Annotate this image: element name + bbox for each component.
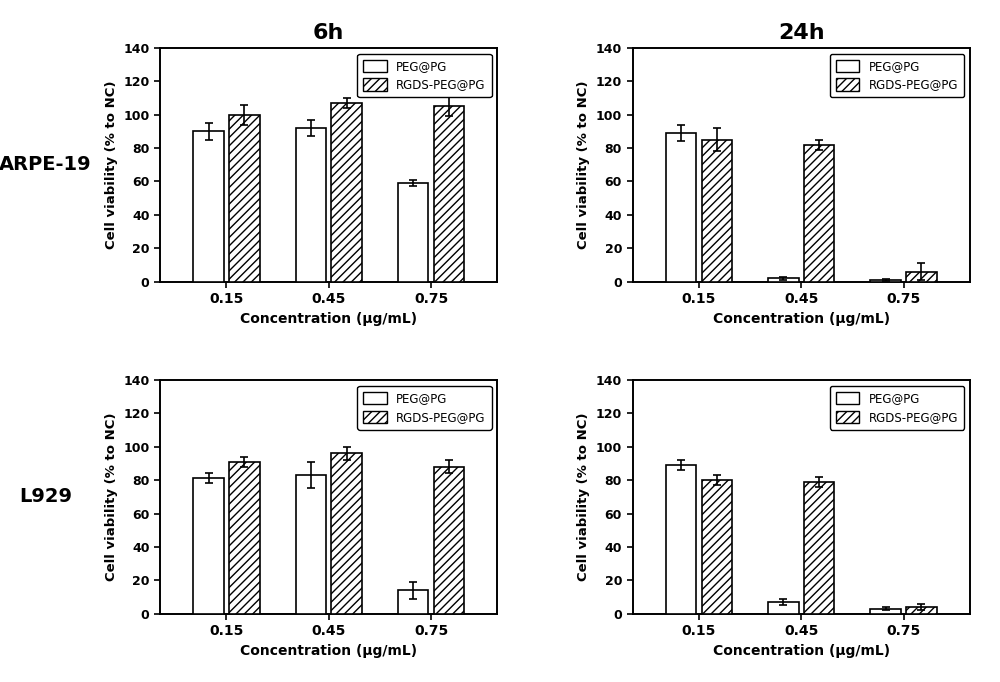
X-axis label: Concentration (μg/mL): Concentration (μg/mL) [240,312,417,325]
Bar [666,133,696,282]
Bar [870,609,901,614]
Legend: PEG@PG, RGDS-PEG@PG: PEG@PG, RGDS-PEG@PG [830,386,964,430]
Legend: PEG@PG, RGDS-PEG@PG: PEG@PG, RGDS-PEG@PG [357,386,492,430]
Bar [906,271,937,282]
Bar [331,103,362,282]
Bar [702,480,732,614]
Text: L929: L929 [19,488,72,506]
Bar [666,465,696,614]
Y-axis label: Cell viability (% to NC): Cell viability (% to NC) [577,413,590,581]
Legend: PEG@PG, RGDS-PEG@PG: PEG@PG, RGDS-PEG@PG [357,54,492,98]
Bar [193,131,224,282]
Bar [398,183,428,282]
Bar [193,479,224,614]
Title: 24h: 24h [778,23,825,44]
Bar [906,607,937,614]
X-axis label: Concentration (μg/mL): Concentration (μg/mL) [713,644,890,657]
Title: 6h: 6h [313,23,344,44]
Text: ARPE-19: ARPE-19 [0,155,92,174]
Bar [296,128,326,282]
Bar [768,602,799,614]
Y-axis label: Cell viability (% to NC): Cell viability (% to NC) [105,413,118,581]
Bar [229,115,260,282]
Bar [331,454,362,614]
Bar [870,280,901,282]
Legend: PEG@PG, RGDS-PEG@PG: PEG@PG, RGDS-PEG@PG [830,54,964,98]
Bar [768,278,799,282]
X-axis label: Concentration (μg/mL): Concentration (μg/mL) [713,312,890,325]
Bar [229,462,260,614]
Bar [702,140,732,282]
Bar [804,481,834,614]
X-axis label: Concentration (μg/mL): Concentration (μg/mL) [240,644,417,657]
Bar [296,475,326,614]
Bar [434,106,464,282]
Y-axis label: Cell viability (% to NC): Cell viability (% to NC) [105,80,118,249]
Y-axis label: Cell viability (% to NC): Cell viability (% to NC) [577,80,590,249]
Bar [434,466,464,614]
Bar [398,591,428,614]
Bar [804,145,834,282]
